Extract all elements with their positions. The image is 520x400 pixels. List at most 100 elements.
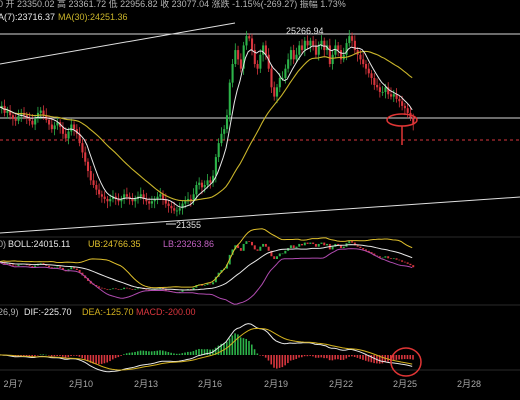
macd-histogram-bar: [103, 355, 106, 364]
candle-body: [175, 210, 179, 212]
candle-body: [353, 40, 356, 51]
boll-candle: [111, 288, 114, 290]
candle-body: [53, 125, 56, 130]
candle-body: [242, 45, 245, 69]
candle-body: [28, 117, 31, 121]
macd-histogram-bar: [148, 351, 150, 355]
x-axis-tick-label: 2月25: [393, 379, 417, 389]
boll-candle: [59, 266, 62, 268]
boll-candle: [387, 256, 390, 259]
boll-candle: [189, 289, 192, 290]
candle-body: [239, 59, 242, 69]
candle-body: [303, 40, 306, 51]
candle-body: [92, 180, 95, 185]
macd-histogram-bar: [78, 355, 81, 357]
macd-histogram-bar: [156, 350, 159, 355]
ma30-line: [0, 50, 413, 202]
macd-histogram-bar: [48, 355, 50, 356]
macd-histogram-bar: [100, 355, 103, 364]
candle-body: [228, 82, 231, 116]
macd-histogram-bar: [139, 350, 142, 355]
boll-candle: [339, 245, 342, 249]
candle-body: [164, 198, 167, 204]
candle-body: [381, 91, 384, 93]
macd-histogram-bar: [198, 348, 200, 355]
macd-histogram-bar: [45, 354, 47, 356]
macd-histogram-bar: [289, 355, 292, 361]
boll-candle: [231, 249, 234, 255]
macd-histogram-bar: [250, 344, 253, 355]
dea-line: [0, 328, 413, 371]
macd-histogram-bar: [25, 355, 28, 356]
macd-histogram-bar: [187, 351, 189, 355]
macd-histogram-bar: [387, 355, 389, 362]
macd-histogram-bar: [323, 355, 325, 359]
macd-histogram-bar: [181, 353, 184, 355]
ma30-label: MA(30):24251.36: [58, 12, 128, 22]
boll-candle: [103, 288, 106, 290]
boll-candle: [14, 265, 17, 267]
macd-histogram-bar: [281, 355, 284, 368]
macd-histogram-bar: [134, 351, 136, 355]
boll-candle: [73, 267, 76, 269]
boll-candle: [401, 260, 404, 262]
macd-histogram-bar: [81, 355, 83, 359]
candle-body: [281, 77, 284, 79]
candle-body: [278, 77, 281, 88]
boll-candle: [11, 264, 14, 266]
candle-body: [364, 64, 368, 69]
candle-body: [367, 68, 370, 74]
macd-histogram-bar: [342, 355, 345, 360]
low-price-label: 21355: [176, 220, 201, 230]
candle-body: [256, 64, 259, 69]
boll-candle: [292, 245, 295, 249]
macd-histogram-bar: [192, 351, 195, 355]
candle-body: [323, 40, 326, 51]
boll-candle: [145, 289, 148, 290]
macd-histogram-bar: [364, 355, 367, 361]
candle-body: [95, 184, 98, 190]
boll-candle: [276, 256, 278, 259]
macd-histogram-bar: [111, 355, 114, 360]
macd-histogram-bar: [184, 352, 186, 355]
boll-candle: [242, 243, 245, 251]
boll-candle: [45, 264, 48, 266]
boll-candle: [56, 266, 59, 268]
candle-body: [370, 73, 373, 78]
candle-body: [11, 115, 14, 119]
macd-histogram-bar: [337, 355, 339, 360]
boll-candle: [267, 246, 270, 251]
macd-histogram-bar: [98, 355, 100, 365]
macd-histogram-bar: [123, 354, 125, 355]
boll-candle: [309, 242, 312, 244]
boll-middle-band: [0, 244, 413, 291]
candle-body: [298, 45, 301, 55]
candle-body: [250, 38, 254, 51]
macd-histogram-bar: [373, 355, 375, 364]
candle-body: [123, 194, 126, 199]
candle-body: [14, 118, 17, 121]
macd-histogram-bar: [203, 349, 206, 355]
boll-candle: [237, 245, 240, 249]
candle-body: [220, 133, 223, 144]
boll-candle: [137, 288, 139, 290]
candle-body: [317, 45, 320, 55]
macd-histogram-bar: [89, 355, 92, 363]
candle-body: [339, 50, 343, 60]
boll-candle: [389, 258, 392, 259]
candle-body: [178, 208, 181, 211]
candle-body: [9, 110, 12, 116]
boll-candle: [159, 287, 162, 289]
macd-histogram-bar: [345, 355, 348, 359]
candle-body: [245, 36, 248, 46]
boll-candle: [75, 268, 78, 270]
candle-body: [6, 110, 9, 113]
macd-histogram-bar: [356, 355, 359, 358]
macd-histogram-bar: [401, 355, 403, 360]
candle-body: [267, 54, 270, 69]
macd-histogram-bar: [284, 355, 286, 366]
boll-candle: [42, 263, 45, 265]
macd-histogram-bar: [359, 355, 361, 359]
upper-trend-line: [0, 22, 236, 65]
macd-histogram-bar: [273, 355, 275, 368]
